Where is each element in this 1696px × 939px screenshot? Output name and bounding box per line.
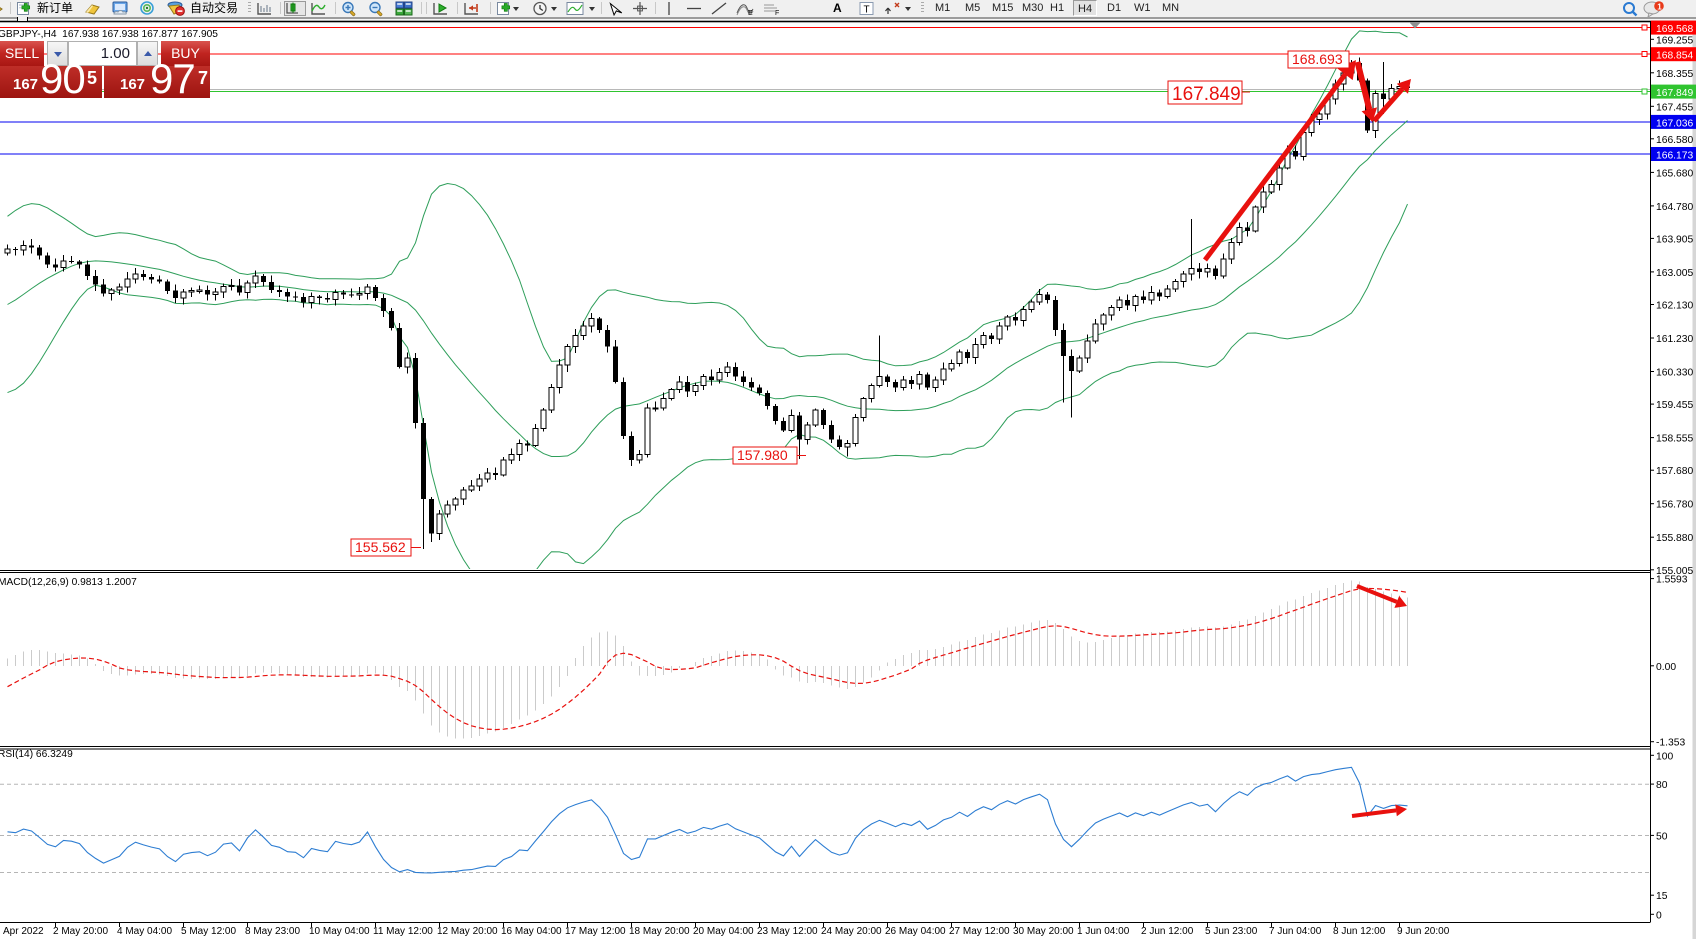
svg-text:160.330: 160.330 [1656, 368, 1693, 379]
svg-text:20 May 04:00: 20 May 04:00 [693, 926, 754, 937]
svg-text:18 May 20:00: 18 May 20:00 [629, 926, 690, 937]
svg-text:1: 1 [1657, 2, 1662, 11]
svg-text:50: 50 [1656, 831, 1668, 842]
svg-text:168.693: 168.693 [1292, 51, 1343, 67]
svg-text:155.562: 155.562 [355, 539, 406, 555]
svg-text:157.680: 157.680 [1656, 466, 1693, 477]
svg-text:12 May 20:00: 12 May 20:00 [437, 926, 498, 937]
svg-text:155.880: 155.880 [1656, 533, 1693, 544]
svg-text:168.854: 168.854 [1656, 51, 1693, 62]
svg-text:169.568: 169.568 [1656, 24, 1693, 35]
svg-text:169.255: 169.255 [1656, 35, 1693, 46]
svg-text:2 Jun 12:00: 2 Jun 12:00 [1141, 926, 1194, 937]
svg-text:26 May 04:00: 26 May 04:00 [885, 926, 946, 937]
svg-text:162.130: 162.130 [1656, 301, 1693, 312]
svg-text:10 May 04:00: 10 May 04:00 [309, 926, 370, 937]
svg-text:-1.353: -1.353 [1656, 738, 1685, 749]
svg-text:1.5593: 1.5593 [1656, 575, 1688, 586]
svg-text:GBPJPY-,H4 167.938 167.938 16: GBPJPY-,H4 167.938 167.938 167.877 167.9… [0, 29, 218, 40]
svg-text:E: E [748, 10, 753, 16]
svg-text:27 May 12:00: 27 May 12:00 [949, 926, 1010, 937]
svg-text:1 Jun 04:00: 1 Jun 04:00 [1077, 926, 1130, 937]
svg-text:167.849: 167.849 [1656, 88, 1693, 99]
svg-text:163.005: 163.005 [1656, 268, 1693, 279]
svg-text:155.005: 155.005 [1656, 566, 1693, 577]
svg-text:4 May 04:00: 4 May 04:00 [117, 926, 172, 937]
svg-text:8 May 23:00: 8 May 23:00 [245, 926, 300, 937]
svg-text:Apr 2022: Apr 2022 [3, 926, 44, 937]
svg-text:157.980: 157.980 [737, 447, 788, 463]
svg-text:0: 0 [1656, 910, 1662, 921]
svg-text:23 May 12:00: 23 May 12:00 [757, 926, 818, 937]
svg-text:100: 100 [1656, 751, 1673, 762]
svg-text:161.230: 161.230 [1656, 334, 1693, 345]
svg-text:0.00: 0.00 [1656, 662, 1676, 673]
svg-text:F: F [775, 10, 779, 16]
svg-text:24 May 20:00: 24 May 20:00 [821, 926, 882, 937]
svg-text:2 May 20:00: 2 May 20:00 [53, 926, 108, 937]
svg-text:5 May 12:00: 5 May 12:00 [181, 926, 236, 937]
svg-text:80: 80 [1656, 780, 1668, 791]
svg-text:164.780: 164.780 [1656, 202, 1693, 213]
svg-text:RSI(14) 66.3249: RSI(14) 66.3249 [0, 749, 73, 760]
svg-text:158.555: 158.555 [1656, 434, 1693, 445]
svg-text:MACD(12,26,9) 0.9813 1.2007: MACD(12,26,9) 0.9813 1.2007 [0, 577, 137, 588]
svg-text:167.036: 167.036 [1656, 118, 1693, 129]
svg-text:167.455: 167.455 [1656, 102, 1693, 113]
svg-text:168.355: 168.355 [1656, 69, 1693, 80]
svg-text:165.680: 165.680 [1656, 168, 1693, 179]
svg-text:T: T [864, 5, 870, 16]
svg-text:167.849: 167.849 [1172, 84, 1241, 105]
svg-text:16 May 04:00: 16 May 04:00 [501, 926, 562, 937]
svg-text:5 Jun 23:00: 5 Jun 23:00 [1205, 926, 1258, 937]
svg-text:163.905: 163.905 [1656, 234, 1693, 245]
svg-text:166.173: 166.173 [1656, 151, 1693, 162]
svg-text:15: 15 [1656, 891, 1668, 902]
svg-text:11 May 12:00: 11 May 12:00 [373, 926, 433, 937]
svg-text:159.455: 159.455 [1656, 400, 1693, 411]
svg-text:8 Jun 12:00: 8 Jun 12:00 [1333, 926, 1386, 937]
svg-text:30 May 20:00: 30 May 20:00 [1013, 926, 1074, 937]
svg-text:166.580: 166.580 [1656, 135, 1693, 146]
svg-text:17 May 12:00: 17 May 12:00 [565, 926, 626, 937]
svg-text:9 Jun 20:00: 9 Jun 20:00 [1397, 926, 1450, 937]
svg-text:156.780: 156.780 [1656, 500, 1693, 511]
svg-text:7 Jun 04:00: 7 Jun 04:00 [1269, 926, 1322, 937]
